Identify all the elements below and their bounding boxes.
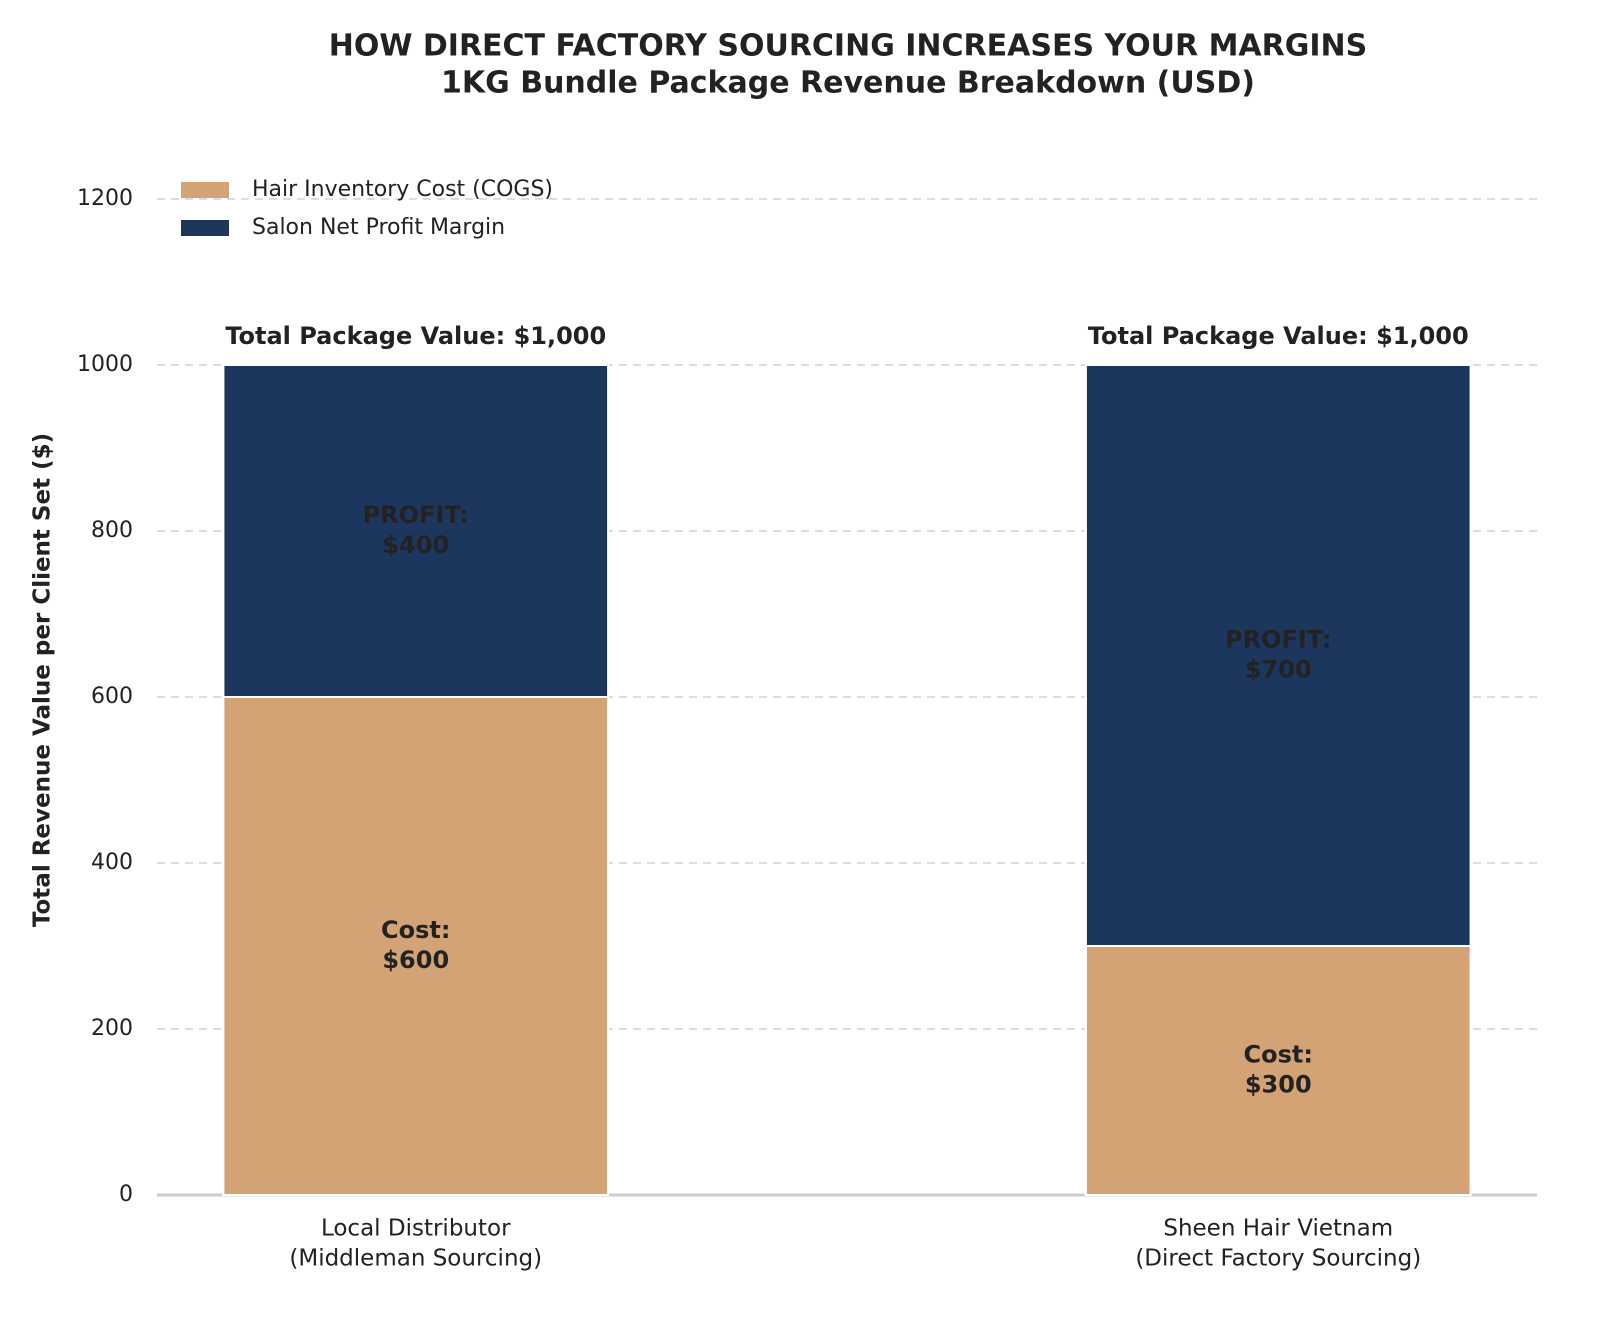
y-tick-label: 1000: [77, 352, 133, 377]
x-tick-label: Sheen Hair Vietnam: [1163, 1216, 1393, 1242]
y-axis-label: Total Revenue Value per Client Set ($): [30, 433, 56, 927]
bar-segment: [222, 696, 610, 1196]
x-tick-label: (Direct Factory Sourcing): [1135, 1246, 1421, 1272]
total-annotation: Total Package Value: $1,000: [225, 322, 606, 350]
total-annotation: Total Package Value: $1,000: [1088, 322, 1469, 350]
x-tick-label: (Middleman Sourcing): [289, 1246, 542, 1272]
y-tick-label: 600: [91, 684, 133, 709]
value-label: $600: [382, 946, 449, 974]
bar-segment: [1084, 364, 1472, 947]
y-tick-label: 0: [119, 1182, 133, 1207]
value-label: PROFIT:: [1225, 626, 1331, 654]
y-tick-label: 800: [91, 518, 133, 543]
value-label: Cost:: [381, 916, 450, 944]
y-tick-label: 1200: [77, 186, 133, 211]
x-tick-label: Local Distributor: [321, 1216, 511, 1242]
legend-swatch: [181, 182, 229, 198]
value-label: Cost:: [1244, 1041, 1313, 1069]
legend-label: Hair Inventory Cost (COGS): [252, 177, 553, 202]
y-tick-label: 200: [91, 1016, 133, 1041]
value-label: PROFIT:: [363, 501, 469, 529]
value-label: $700: [1245, 656, 1312, 684]
legend-swatch: [181, 220, 229, 236]
bar-segment: [1084, 945, 1472, 1196]
y-tick-label: 400: [91, 850, 133, 875]
value-label: $300: [1245, 1071, 1312, 1099]
legend-label: Salon Net Profit Margin: [252, 215, 505, 240]
bar-segment: [222, 364, 610, 698]
value-label: $400: [382, 531, 449, 559]
chart-subtitle: 1KG Bundle Package Revenue Breakdown (US…: [441, 66, 1255, 101]
chart-title: HOW DIRECT FACTORY SOURCING INCREASES YO…: [329, 29, 1368, 64]
